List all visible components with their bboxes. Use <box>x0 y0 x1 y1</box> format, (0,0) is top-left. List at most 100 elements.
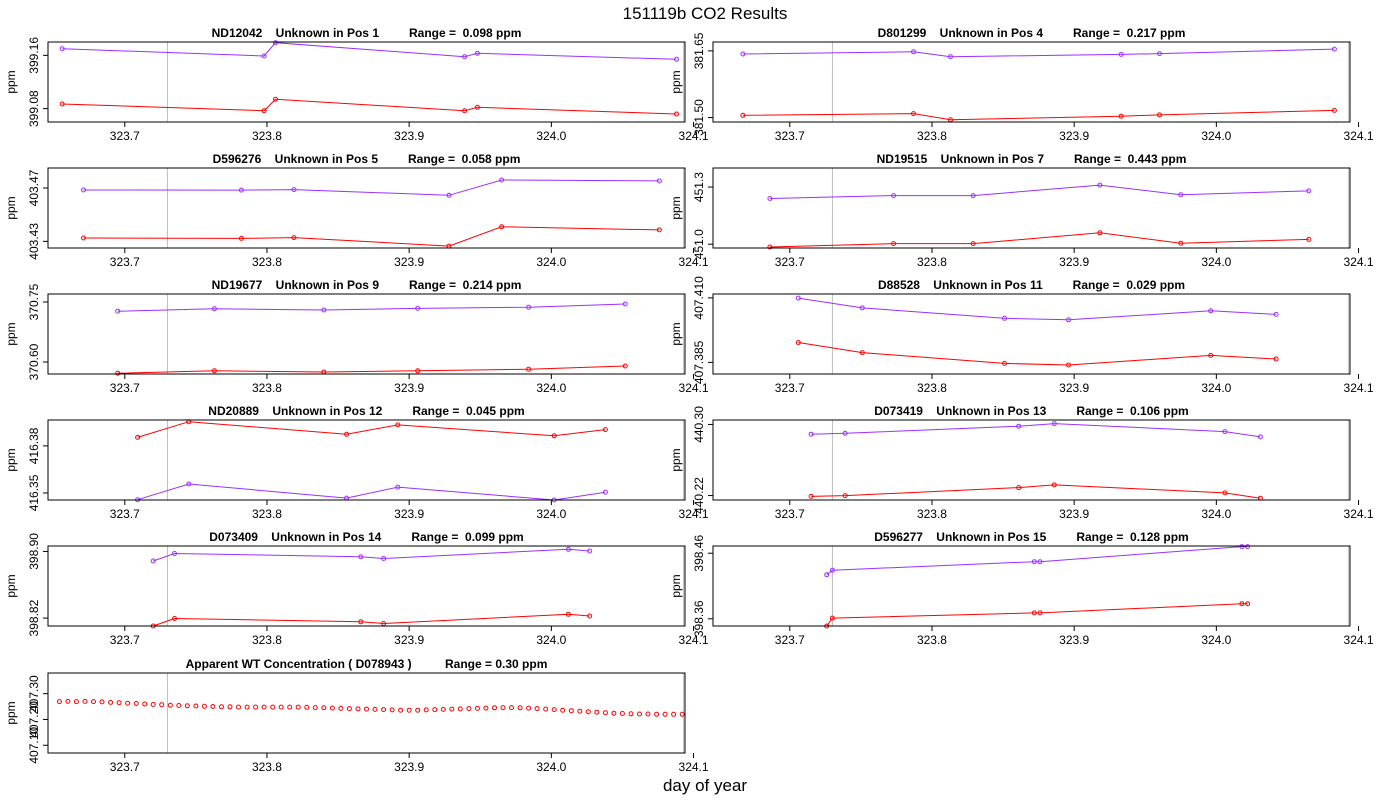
data-point <box>1331 107 1337 113</box>
data-point <box>499 224 505 230</box>
panel-9: D073409 Unknown in Pos 14 Range = 0.099 … <box>4 530 709 647</box>
data-point <box>740 112 746 118</box>
data-point <box>509 705 514 711</box>
y-tick-label: 403.47 <box>27 169 41 206</box>
data-point <box>159 702 165 708</box>
panel-4: ND19515 Unknown in Pos 7 Range = 0.443 p… <box>669 152 1374 269</box>
data-point <box>291 235 297 241</box>
plot-frame <box>712 545 1351 627</box>
series-line-lower <box>769 232 1309 248</box>
data-point <box>398 707 404 713</box>
data-point <box>415 305 421 311</box>
data-point <box>253 704 259 710</box>
data-point <box>970 193 976 199</box>
x-tick-label: 324.0 <box>536 507 566 521</box>
data-point <box>1016 423 1022 429</box>
y-axis-label: ppm <box>669 448 683 471</box>
panel-title: ND20889 Unknown in Pos 12 Range = 0.045 … <box>208 404 524 418</box>
x-tick-label: 324.1 <box>679 633 709 647</box>
x-tick-label: 323.8 <box>252 381 282 395</box>
data-point <box>474 705 480 711</box>
data-point <box>594 709 600 715</box>
x-tick-label: 323.7 <box>110 255 140 269</box>
x-tick-label: 323.7 <box>110 760 140 774</box>
x-tick-label: 323.8 <box>252 507 282 521</box>
data-point <box>395 422 401 428</box>
data-point <box>483 705 489 711</box>
data-point <box>1051 482 1057 488</box>
data-point <box>304 704 310 710</box>
data-point <box>150 702 156 707</box>
plot-frame <box>47 545 686 627</box>
data-point <box>628 711 634 717</box>
x-tick-label: 323.7 <box>775 633 805 647</box>
y-tick-label: 370.60 <box>27 343 41 380</box>
data-point <box>238 235 244 241</box>
data-point <box>116 700 122 706</box>
data-point <box>1245 544 1251 550</box>
data-point <box>462 108 468 114</box>
data-point <box>142 701 148 707</box>
data-point <box>1118 113 1124 119</box>
data-point <box>125 700 131 706</box>
x-tick-label: 324.0 <box>1201 255 1231 269</box>
x-tick-label: 323.9 <box>394 507 424 521</box>
data-point <box>602 710 608 716</box>
data-point <box>81 187 86 193</box>
data-point <box>261 108 267 114</box>
data-point <box>1031 559 1037 565</box>
y-axis-label: ppm <box>4 196 18 219</box>
x-tick-label: 324.0 <box>536 255 566 269</box>
x-tick-label: 324.1 <box>679 381 709 395</box>
data-point <box>364 706 369 712</box>
panel-11: Apparent WT Concentration ( D078943 ) Ra… <box>4 657 709 774</box>
x-tick-label: 323.9 <box>1059 255 1089 269</box>
x-tick-label: 324.1 <box>1344 129 1374 143</box>
data-point <box>381 556 387 561</box>
data-point <box>859 350 865 356</box>
data-point <box>321 307 327 313</box>
data-point <box>432 707 438 713</box>
data-point <box>176 703 182 708</box>
series-line-lower <box>62 98 677 115</box>
data-point <box>654 711 660 717</box>
x-tick-label: 324.1 <box>679 760 709 774</box>
x-tick-label: 323.7 <box>110 381 140 395</box>
data-point <box>611 710 617 716</box>
data-point <box>859 305 865 311</box>
data-point <box>662 711 668 717</box>
data-point <box>602 427 608 433</box>
data-point <box>619 711 625 716</box>
data-point <box>842 493 848 499</box>
data-point <box>568 708 574 714</box>
x-tick-label: 324.0 <box>536 381 566 395</box>
data-point <box>622 301 628 307</box>
data-point <box>565 546 571 552</box>
plot-frame <box>712 41 1351 123</box>
data-point <box>1222 429 1228 435</box>
data-point <box>551 433 557 439</box>
panel-title: ND19515 Unknown in Pos 7 Range = 0.443 p… <box>877 152 1187 166</box>
data-point <box>1066 362 1071 368</box>
y-axis-label: ppm <box>4 701 18 724</box>
data-point <box>295 704 301 710</box>
x-tick-label: 323.8 <box>917 129 947 143</box>
x-tick-label: 323.8 <box>917 633 947 647</box>
data-point <box>457 706 463 712</box>
data-point <box>1118 51 1124 57</box>
data-point <box>656 178 662 184</box>
data-point <box>1066 317 1071 323</box>
data-point <box>273 40 278 46</box>
data-point <box>291 187 297 193</box>
data-point <box>135 434 141 440</box>
data-point <box>543 706 549 712</box>
data-point <box>238 187 244 193</box>
data-point <box>201 703 207 709</box>
x-tick-label: 323.8 <box>917 255 947 269</box>
data-point <box>338 705 344 711</box>
data-point <box>446 192 452 198</box>
data-point <box>91 699 96 705</box>
x-tick-label: 323.8 <box>917 507 947 521</box>
data-point <box>842 430 848 436</box>
plot-frame <box>47 672 686 754</box>
